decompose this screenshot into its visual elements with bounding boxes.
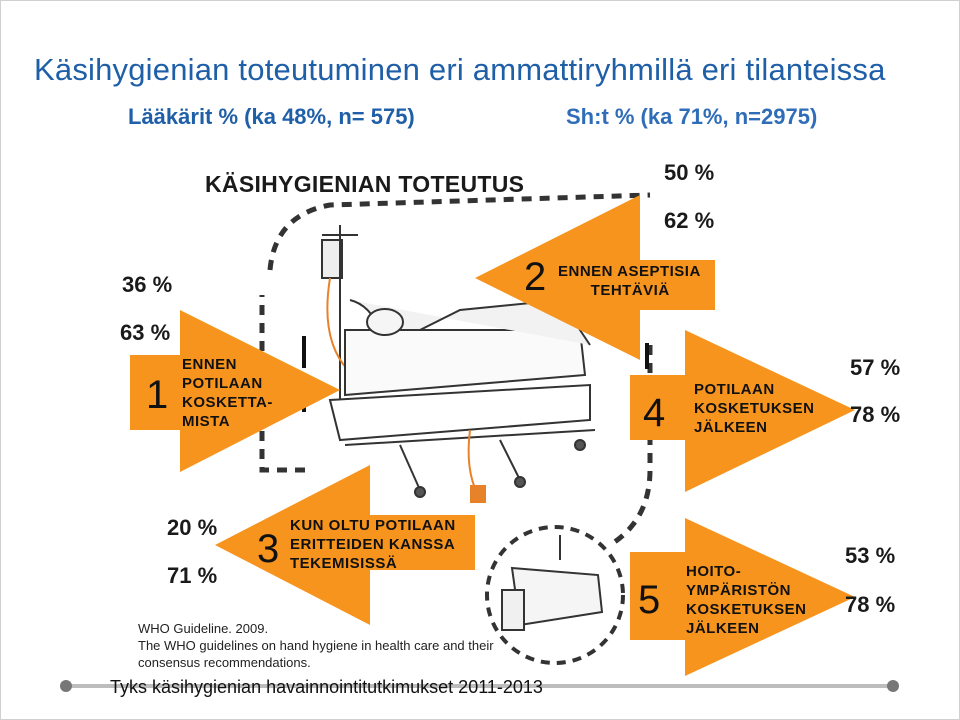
dashed-loop (259, 192, 653, 548)
figure-title: KÄSIHYGIENIAN TOTEUTUS (205, 171, 525, 197)
arrow-1-laakarit-pct: 36 % (122, 272, 173, 297)
arrow-1-number: 1 (146, 373, 169, 417)
arrow-4-number: 4 (643, 391, 666, 435)
slide-title: Käsihygienian toteutuminen eri ammattiry… (34, 52, 886, 87)
room-inset-illustration (485, 525, 625, 665)
arrow-2-sh-pct: 62 % (664, 208, 715, 233)
arrow-2-laakarit-pct: 50 % (664, 160, 715, 185)
reference-line: consensus recommendations. (138, 655, 311, 670)
arrow-5 (630, 518, 855, 676)
arrow-2-label: ENNEN ASEPTISIA TEHTÄVIÄ (558, 263, 701, 299)
arrow-5-label: HOITO- YMPÄRISTÖN KOSKETUKSEN JÄLKEEN (686, 563, 807, 637)
laakarit-heading: Lääkärit % (ka 48%, n= 575) (128, 104, 415, 129)
reference-line: WHO Guideline. 2009. (138, 621, 269, 636)
arrow-2-number: 2 (524, 255, 547, 299)
exclamation-icon (645, 343, 649, 369)
arrow-1-label: ENNEN POTILAAN KOSKETTA- MISTA (182, 356, 273, 430)
sh-heading: Sh:t % (ka 71%, n=2975) (566, 104, 818, 129)
arrow-3-label: KUN OLTU POTILAAN ERITTEIDEN KANSSA TEKE… (290, 517, 456, 572)
arrow-1 (130, 310, 340, 472)
arrow-5-laakarit-pct: 53 % (845, 543, 896, 568)
arrow-1-sh-pct: 63 % (120, 320, 171, 345)
arrow-5-number: 5 (638, 578, 661, 622)
footer-source: Tyks käsihygienian havainnointitutkimuks… (110, 677, 543, 697)
arrow-3-sh-pct: 71 % (167, 563, 218, 588)
reference-line: The WHO guidelines on hand hygiene in he… (138, 638, 494, 653)
exclamation-icon (302, 336, 306, 368)
arrow-4-sh-pct: 78 % (850, 402, 901, 427)
who-reference: WHO Guideline. 2009. The WHO guidelines … (138, 620, 494, 671)
arrow-5-sh-pct: 78 % (845, 592, 896, 617)
bed-illustration (321, 225, 596, 503)
arrow-2 (475, 195, 715, 360)
arrow-3-number: 3 (257, 527, 280, 571)
arrow-3-laakarit-pct: 20 % (167, 515, 218, 540)
arrow-4 (630, 330, 855, 492)
arrow-3 (215, 465, 475, 625)
arrow-4-label: POTILAAN KOSKETUKSEN JÄLKEEN (694, 381, 815, 436)
arrow-4-laakarit-pct: 57 % (850, 355, 901, 380)
